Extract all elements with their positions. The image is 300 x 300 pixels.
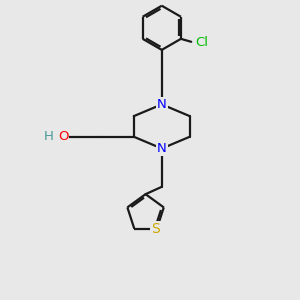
Text: H: H bbox=[44, 130, 53, 143]
Text: N: N bbox=[157, 142, 167, 155]
Text: O: O bbox=[58, 130, 68, 143]
Text: Cl: Cl bbox=[196, 36, 208, 49]
Text: S: S bbox=[151, 222, 160, 236]
Text: N: N bbox=[157, 98, 167, 111]
